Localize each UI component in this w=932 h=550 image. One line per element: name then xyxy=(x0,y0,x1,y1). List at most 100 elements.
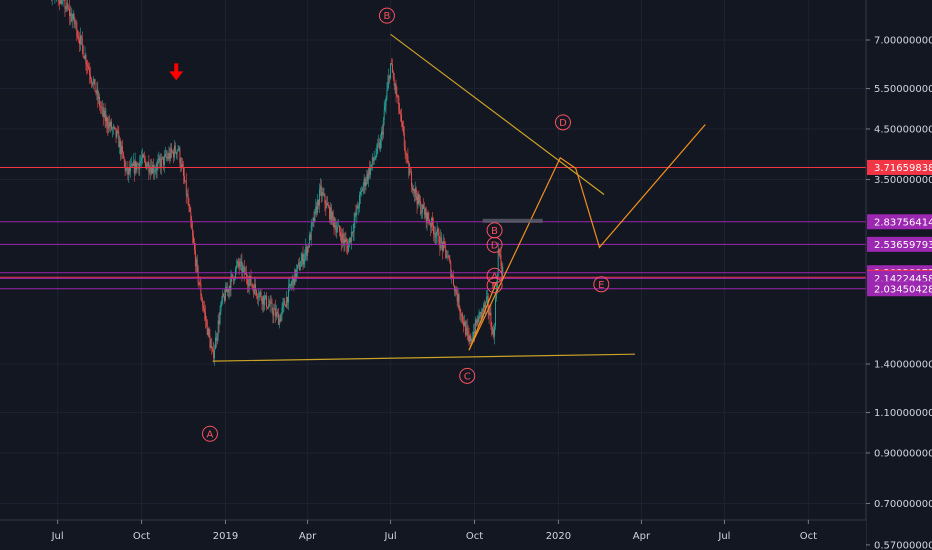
candle-body xyxy=(469,336,471,342)
candle-body xyxy=(151,167,153,174)
triangle-trendline[interactable] xyxy=(212,353,636,362)
candle-body xyxy=(162,156,163,158)
candle-body xyxy=(137,163,139,165)
candle-body xyxy=(160,160,162,168)
candle-body xyxy=(500,255,502,266)
candle-body xyxy=(486,296,488,298)
candle-body xyxy=(109,122,111,127)
candle-body xyxy=(452,275,454,277)
candle-body xyxy=(470,336,472,342)
candle-body xyxy=(381,131,383,135)
candle-body xyxy=(94,79,96,92)
wave-label-text: E xyxy=(598,280,604,291)
candle-body xyxy=(499,254,501,256)
candle-body xyxy=(423,208,425,216)
drawings[interactable] xyxy=(169,33,706,362)
wave-projection-stub[interactable] xyxy=(468,282,497,351)
candle-body xyxy=(308,246,309,248)
candle-body xyxy=(471,339,473,342)
candle-body xyxy=(179,147,181,164)
candle-body xyxy=(433,233,435,235)
candle-body xyxy=(65,8,67,10)
candle-body xyxy=(169,153,171,159)
candle-body xyxy=(99,96,101,107)
time-axis[interactable]: Jul Oct 2019 Apr Jul Oct 2020 Apr Jul Oct xyxy=(0,519,866,550)
wave-label-text: B xyxy=(383,11,390,22)
candle-body xyxy=(312,218,314,223)
candle-body xyxy=(69,13,71,17)
candle-body xyxy=(368,168,370,180)
candle-body xyxy=(182,164,184,168)
candle-body xyxy=(130,165,132,172)
candle-body xyxy=(407,155,409,163)
candle-body xyxy=(118,131,120,148)
candle-body xyxy=(456,293,458,302)
wave-label-circle xyxy=(486,277,503,294)
candle-body xyxy=(428,219,430,223)
candle-body xyxy=(360,192,361,195)
time-tick-label: 2020 xyxy=(546,531,571,542)
candle-body xyxy=(112,126,114,129)
candles xyxy=(50,0,504,366)
candle-body xyxy=(167,156,169,159)
candle-body xyxy=(163,155,165,165)
candle-body xyxy=(343,238,345,244)
candle-body xyxy=(300,260,302,267)
candle-body xyxy=(282,303,284,308)
triangle-trendline[interactable] xyxy=(390,33,605,195)
candle-body xyxy=(268,304,270,306)
candle-body xyxy=(129,167,131,172)
candle-body xyxy=(292,277,294,282)
candle-body xyxy=(287,297,288,303)
level-price-badge[interactable] xyxy=(867,159,932,175)
candle-body xyxy=(402,126,404,134)
candle-body xyxy=(108,122,110,129)
candle-body xyxy=(463,321,465,327)
candle-body xyxy=(142,154,143,159)
candle-body xyxy=(113,126,115,128)
candle-body xyxy=(443,241,444,251)
horizontal-levels[interactable] xyxy=(0,166,866,290)
candle-body xyxy=(217,320,219,336)
candle-body xyxy=(258,292,260,298)
candle-body xyxy=(297,265,298,270)
candle-body xyxy=(131,163,132,166)
candle-body xyxy=(139,162,141,170)
time-tick-label: Apr xyxy=(633,531,651,542)
candle-body xyxy=(353,221,355,232)
candle-body xyxy=(207,328,209,335)
candle-body xyxy=(64,0,66,9)
candle-body xyxy=(213,350,215,359)
candle-body xyxy=(184,180,186,182)
candle-body xyxy=(256,290,257,296)
candle-body xyxy=(290,285,292,287)
candle-body xyxy=(289,284,291,286)
candle-body xyxy=(437,229,439,232)
candle-body xyxy=(204,308,205,313)
candle-body xyxy=(141,158,143,162)
candle-body xyxy=(266,295,267,308)
candle-body xyxy=(240,261,242,263)
candle-body xyxy=(380,139,382,149)
candle-body xyxy=(261,298,263,305)
candle-body xyxy=(267,304,269,308)
price-axis[interactable]: 11.000000009.000000007.000000005.5000000… xyxy=(865,0,932,550)
candle-body xyxy=(460,312,462,316)
candle-body xyxy=(186,194,188,196)
candle-body xyxy=(313,218,315,222)
wave-label-circle xyxy=(459,367,476,384)
candle-body xyxy=(206,321,208,335)
level-price-badge[interactable] xyxy=(867,236,932,252)
level-price-badge[interactable] xyxy=(867,281,932,297)
candle-body xyxy=(286,297,288,307)
candle-body xyxy=(422,204,424,209)
wave-label-text: A xyxy=(491,271,498,282)
time-tick-label: Jul xyxy=(384,531,397,542)
candle-body xyxy=(477,319,479,323)
candle-body xyxy=(497,249,499,275)
candle-body xyxy=(316,206,318,213)
level-price-badge[interactable] xyxy=(867,214,932,230)
candle-body xyxy=(71,18,73,22)
candle-body xyxy=(339,232,341,237)
